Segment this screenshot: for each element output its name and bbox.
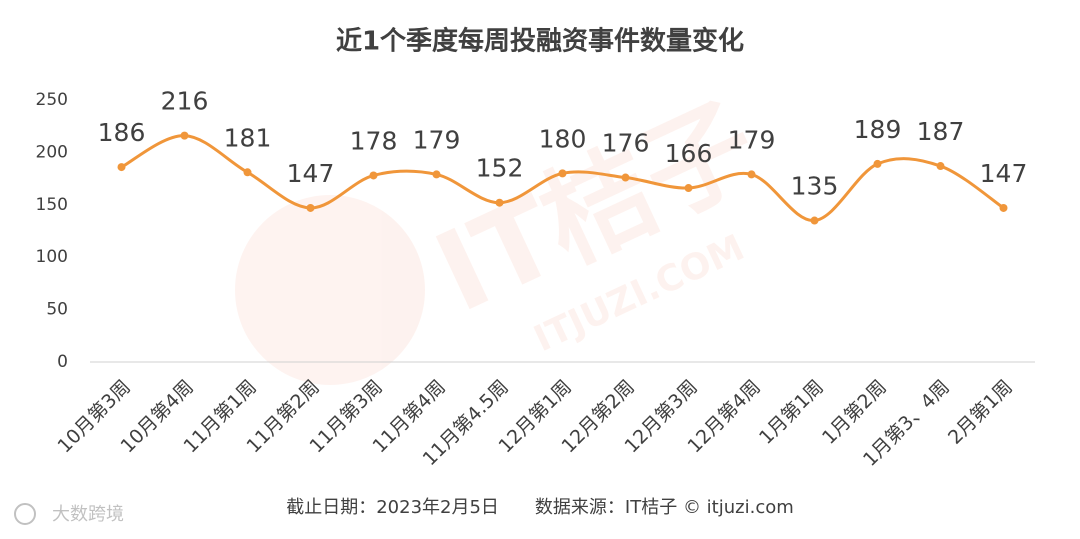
data-label: 147 <box>980 159 1028 188</box>
data-label: 180 <box>539 124 587 153</box>
data-label: 179 <box>728 125 776 154</box>
point <box>999 203 1008 212</box>
point <box>873 159 882 168</box>
point <box>369 171 378 180</box>
watermark: IT桔子 ITJUZI.COM <box>235 79 776 385</box>
logo: 大数跨境 <box>14 503 124 525</box>
data-label: 178 <box>350 126 398 155</box>
x-tick-label: 1月第1周 <box>755 376 828 449</box>
data-label: 135 <box>791 172 839 201</box>
point <box>432 170 441 179</box>
watermark-logo <box>235 195 425 385</box>
point <box>684 184 693 193</box>
point <box>243 168 252 177</box>
data-label: 179 <box>413 125 461 154</box>
data-label: 181 <box>224 123 272 152</box>
y-tick-label: 50 <box>46 300 68 320</box>
point <box>180 131 189 140</box>
data-label: 216 <box>161 87 209 116</box>
y-tick-label: 0 <box>57 352 68 372</box>
y-tick-label: 200 <box>36 142 68 162</box>
logo-text: 大数跨境 <box>52 504 124 525</box>
data-label: 166 <box>665 139 713 168</box>
footer: 截止日期：2023年2月5日 数据来源：IT桔子 © itjuzi.com <box>286 497 794 518</box>
y-tick-label: 150 <box>36 195 68 215</box>
point <box>306 203 315 212</box>
data-label: 147 <box>287 159 335 188</box>
logo-icon <box>14 503 36 525</box>
point <box>117 163 126 172</box>
point <box>495 198 504 207</box>
y-tick-label: 100 <box>36 247 68 267</box>
y-tick-label: 250 <box>36 90 68 110</box>
x-tick-label: 2月第1周 <box>944 376 1017 449</box>
data-label: 189 <box>854 115 902 144</box>
point <box>621 173 630 182</box>
data-label: 187 <box>917 117 965 146</box>
data-label: 176 <box>602 129 650 158</box>
point <box>936 162 945 171</box>
data-label: 152 <box>476 154 524 183</box>
data-label: 186 <box>98 118 146 147</box>
point <box>747 170 756 179</box>
chart-title: 近1个季度每周投融资事件数量变化 <box>336 26 744 57</box>
point <box>810 216 819 225</box>
point <box>558 169 567 178</box>
